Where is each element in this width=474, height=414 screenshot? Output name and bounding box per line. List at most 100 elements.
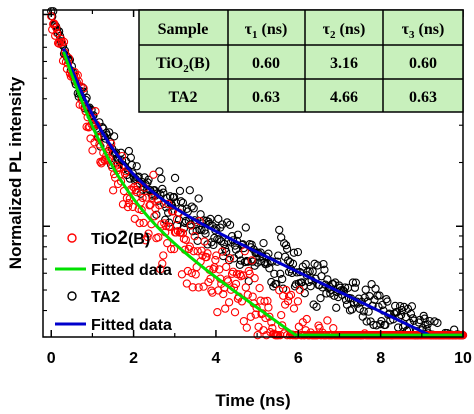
x-tick-label: 8 bbox=[376, 350, 385, 367]
data-point bbox=[248, 257, 257, 266]
data-point bbox=[235, 260, 245, 269]
data-point bbox=[225, 220, 235, 229]
data-point bbox=[241, 283, 250, 292]
legend-label-fit-green: Fitted data bbox=[91, 262, 172, 279]
data-point bbox=[359, 307, 368, 316]
data-point bbox=[194, 283, 203, 292]
data-point bbox=[194, 194, 203, 203]
data-point bbox=[188, 283, 197, 292]
data-point bbox=[59, 37, 69, 47]
legend-marker-ta2 bbox=[67, 291, 77, 301]
data-point bbox=[213, 307, 222, 317]
table-header-tau1: τ1 (ns) bbox=[245, 21, 288, 41]
data-point bbox=[52, 29, 62, 38]
data-point bbox=[232, 269, 242, 279]
data-point bbox=[175, 186, 185, 196]
data-point bbox=[233, 230, 243, 239]
data-point bbox=[329, 324, 338, 333]
data-point bbox=[50, 19, 59, 28]
data-point bbox=[166, 244, 176, 254]
data-point bbox=[320, 265, 329, 274]
data-point bbox=[319, 259, 328, 269]
data-point bbox=[279, 239, 289, 248]
data-point bbox=[313, 261, 322, 270]
data-point bbox=[243, 257, 252, 266]
data-point bbox=[144, 229, 153, 238]
data-point bbox=[128, 202, 137, 212]
data-point bbox=[88, 146, 97, 155]
data-point bbox=[132, 188, 141, 197]
data-point bbox=[143, 232, 152, 242]
data-point bbox=[214, 214, 223, 224]
data-point bbox=[383, 297, 392, 306]
series-1 bbox=[62, 51, 463, 337]
data-point bbox=[348, 278, 358, 287]
data-point bbox=[203, 240, 212, 249]
data-point bbox=[169, 192, 179, 202]
data-point bbox=[189, 204, 198, 213]
data-point bbox=[183, 266, 192, 276]
data-point bbox=[224, 298, 234, 307]
table-header-tau2: τ2 (ns) bbox=[323, 21, 366, 41]
table-row-tio2b-sample: TiO2(B) bbox=[156, 55, 210, 75]
data-point bbox=[206, 274, 215, 283]
data-point bbox=[155, 201, 164, 210]
data-point bbox=[225, 254, 235, 263]
legend-label-fit-blue: Fitted data bbox=[91, 317, 172, 334]
data-point bbox=[148, 193, 157, 202]
x-tick-label: 6 bbox=[294, 350, 303, 367]
data-point bbox=[187, 268, 196, 278]
legend: TiO2(B) Fitted data TA2 Fitted data bbox=[55, 228, 172, 334]
data-point bbox=[364, 307, 373, 316]
data-point bbox=[301, 260, 310, 269]
data-point bbox=[252, 303, 261, 313]
data-point bbox=[154, 233, 163, 242]
data-point bbox=[181, 235, 191, 244]
data-point bbox=[222, 262, 231, 272]
data-point bbox=[275, 225, 284, 235]
data-point bbox=[142, 193, 151, 202]
data-point bbox=[137, 205, 146, 215]
data-point bbox=[286, 290, 296, 300]
table-row-tio2b-tau1: 0.60 bbox=[252, 55, 280, 72]
data-point bbox=[199, 282, 208, 291]
data-point bbox=[289, 304, 299, 313]
data-point bbox=[367, 280, 376, 289]
data-point bbox=[316, 293, 325, 303]
data-point bbox=[375, 291, 384, 300]
data-point bbox=[306, 282, 315, 291]
data-point bbox=[158, 184, 167, 194]
x-tick-label: 2 bbox=[129, 350, 138, 367]
x-tick-label: 0 bbox=[47, 350, 56, 367]
x-axis-title: Time (ns) bbox=[215, 391, 290, 410]
data-point bbox=[56, 34, 66, 44]
data-point bbox=[200, 237, 209, 246]
data-point bbox=[396, 310, 406, 320]
data-point bbox=[267, 277, 276, 287]
data-point bbox=[407, 302, 417, 311]
data-point bbox=[362, 317, 371, 326]
data-point bbox=[52, 23, 61, 32]
data-point bbox=[218, 247, 227, 256]
data-point bbox=[159, 251, 168, 260]
data-point bbox=[278, 274, 287, 284]
data-point bbox=[158, 259, 167, 268]
data-point bbox=[139, 218, 148, 228]
table-header-sample: Sample bbox=[158, 21, 209, 38]
data-point bbox=[109, 132, 119, 141]
data-point bbox=[157, 174, 166, 183]
legend-marker-tio2b bbox=[67, 233, 77, 243]
data-point bbox=[305, 267, 314, 276]
data-point bbox=[270, 269, 279, 278]
data-point bbox=[250, 274, 259, 283]
data-point bbox=[234, 250, 244, 259]
data-point bbox=[165, 222, 175, 232]
data-point bbox=[135, 218, 144, 228]
data-point bbox=[288, 259, 298, 268]
data-point bbox=[340, 283, 350, 292]
data-point bbox=[150, 212, 159, 221]
data-point bbox=[260, 297, 269, 306]
data-point bbox=[268, 323, 277, 333]
data-point bbox=[123, 202, 133, 212]
data-point bbox=[246, 312, 255, 321]
